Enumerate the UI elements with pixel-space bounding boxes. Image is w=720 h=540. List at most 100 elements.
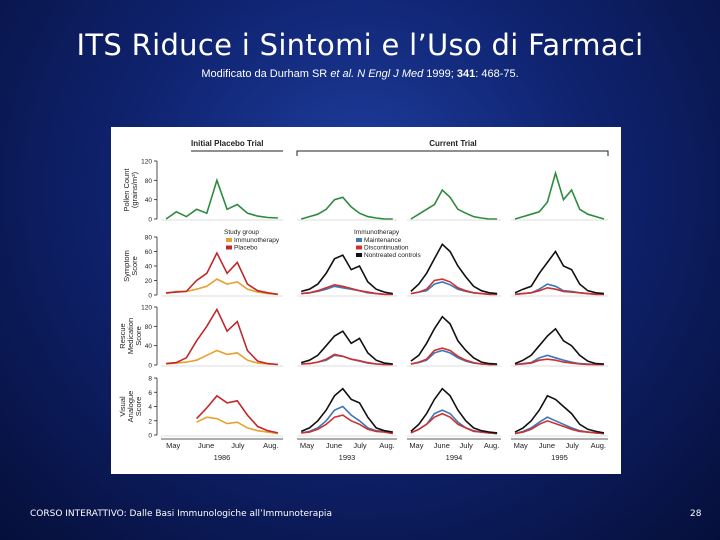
row-label: Score: [130, 256, 139, 276]
row-label: Score: [134, 326, 143, 346]
y-tick-label: 120: [141, 305, 152, 312]
citation: Modificato da Durham SR et al. N Engl J …: [0, 68, 720, 80]
month-label: Aug.: [379, 441, 394, 450]
series-line: [410, 347, 498, 366]
y-tick-label: 0: [148, 293, 152, 300]
month-label: July: [353, 441, 367, 450]
legend-label: Maintenance: [364, 237, 402, 244]
y-tick-label: 8: [148, 376, 152, 383]
series-line: [300, 254, 393, 295]
row-label: Pollen Count: [122, 168, 131, 212]
month-label: June: [434, 441, 450, 450]
month-label: May: [300, 441, 314, 450]
month-label: Aug.: [591, 441, 606, 450]
citation-part: : 468-75.: [475, 68, 519, 80]
month-label: June: [539, 441, 555, 450]
month-label: Aug.: [263, 441, 278, 450]
legend-swatch: [226, 238, 232, 242]
series-line: [410, 188, 498, 220]
series-line: [514, 250, 605, 295]
y-tick-label: 6: [148, 390, 152, 397]
series-line: [166, 251, 279, 296]
legend-swatch: [226, 245, 232, 250]
row-label: Score: [134, 397, 143, 417]
series-line: [166, 349, 278, 366]
series-line: [165, 177, 278, 220]
footer: CORSO INTERATTIVO: Dalle Basi Immunologi…: [30, 509, 332, 519]
month-label: May: [166, 441, 180, 450]
series-line: [301, 283, 393, 296]
legend-label: Discontinuation: [364, 245, 409, 252]
month-label: June: [326, 441, 342, 450]
month-label: July: [231, 441, 245, 450]
header-bracket: [296, 150, 609, 156]
series-line: [514, 327, 605, 365]
month-label: May: [409, 441, 423, 450]
slide-title: ITS Riduce i Sintomi e l’Uso di Farmaci: [76, 28, 644, 62]
y-tick-label: 2: [148, 418, 152, 425]
y-tick-label: 80: [145, 235, 153, 242]
series-line: [301, 353, 393, 366]
row-label: Visual: [118, 396, 127, 417]
citation-part: Modificato da Durham SR: [201, 68, 331, 80]
citation-part: 1999;: [423, 68, 457, 80]
row-label: Symptom: [122, 250, 131, 282]
series-line: [300, 387, 393, 433]
y-tick-label: 80: [145, 178, 153, 185]
figure: Initial Placebo Trial Current Trial040801…: [111, 127, 621, 474]
year-label: 1994: [446, 453, 463, 462]
row-label: (grains/m³): [130, 171, 139, 208]
page-number: 28: [690, 509, 702, 519]
y-tick-label: 60: [145, 249, 153, 256]
month-label: Aug.: [484, 441, 499, 450]
row-label: Medication: [126, 318, 135, 354]
series-line: [301, 414, 393, 435]
series-line: [300, 196, 393, 220]
y-tick-label: 0: [148, 433, 152, 440]
series-line: [514, 419, 605, 435]
y-tick-label: 40: [145, 197, 153, 204]
series-line: [410, 243, 498, 295]
series-line: [410, 412, 498, 435]
month-label: July: [565, 441, 579, 450]
series-line: [410, 278, 498, 296]
legend-title: Study group: [224, 229, 259, 236]
y-tick-label: 0: [148, 217, 152, 224]
y-tick-label: 120: [141, 159, 152, 166]
y-tick-label: 40: [145, 264, 153, 271]
y-tick-label: 80: [145, 324, 153, 331]
legend-swatch: [356, 253, 362, 257]
header: Initial Placebo Trial: [191, 139, 263, 148]
header: Current Trial: [429, 139, 477, 148]
row-label: Analogue: [126, 391, 135, 423]
series-line: [514, 394, 605, 434]
y-tick-label: 4: [148, 404, 152, 411]
row-label: Rescue: [118, 323, 127, 348]
month-label: May: [514, 441, 528, 450]
legend-label: Placebo: [234, 245, 258, 252]
series-line: [196, 394, 279, 434]
year-label: 1986: [214, 453, 231, 462]
figure-background: [111, 127, 621, 474]
year-label: 1993: [339, 453, 356, 462]
series-line: [300, 330, 393, 365]
y-tick-label: 0: [148, 363, 152, 370]
series-line: [410, 387, 498, 434]
series-line: [410, 315, 498, 365]
series-line: [514, 286, 604, 296]
month-label: July: [460, 441, 474, 450]
legend-swatch: [356, 245, 362, 250]
y-tick-label: 20: [145, 278, 153, 285]
series-line: [514, 170, 605, 220]
series-line: [514, 358, 604, 366]
series-line: [196, 416, 279, 435]
month-label: June: [198, 441, 214, 450]
legend-swatch: [356, 238, 362, 242]
legend-label: Nontreated controls: [364, 252, 421, 259]
citation-part: et al. N Engl J Med: [330, 68, 424, 80]
series-line: [166, 307, 278, 366]
legend-label: Immunotherapy: [234, 237, 280, 244]
citation-part: 341: [456, 68, 476, 80]
legend-title: Immunotherapy: [354, 229, 400, 236]
